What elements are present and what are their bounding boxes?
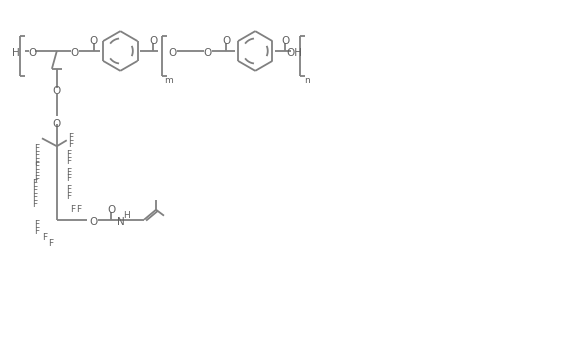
Text: F: F (34, 151, 39, 159)
Text: F: F (66, 192, 71, 201)
Text: F: F (68, 140, 73, 149)
Text: F: F (33, 200, 38, 209)
Text: H: H (123, 211, 130, 220)
Text: O: O (169, 48, 177, 58)
Text: n: n (304, 76, 309, 85)
Text: F: F (66, 185, 71, 194)
Text: O: O (71, 48, 79, 58)
Text: F: F (34, 169, 39, 178)
Text: O: O (281, 36, 289, 46)
Text: O: O (53, 86, 61, 96)
Text: F: F (34, 158, 39, 166)
Text: F: F (34, 176, 39, 185)
Text: O: O (53, 119, 61, 129)
Text: F: F (42, 233, 47, 242)
Text: F: F (34, 144, 39, 153)
Text: OH: OH (286, 48, 302, 58)
Text: F: F (66, 150, 71, 159)
Text: F: F (49, 239, 54, 248)
Text: F: F (33, 179, 38, 188)
Text: F: F (76, 205, 81, 214)
Text: F: F (34, 227, 39, 236)
Text: N: N (118, 217, 125, 227)
Text: F: F (33, 193, 38, 202)
Text: F: F (68, 133, 73, 142)
Text: F: F (66, 168, 71, 177)
Text: O: O (149, 36, 157, 46)
Text: H: H (12, 48, 20, 58)
Text: F: F (66, 174, 71, 184)
Text: O: O (107, 205, 115, 215)
Text: F: F (34, 220, 39, 229)
Text: F: F (66, 157, 71, 166)
Text: O: O (90, 217, 98, 227)
Text: m: m (164, 76, 174, 85)
Text: O: O (222, 36, 231, 46)
Text: F: F (34, 162, 39, 171)
Text: O: O (28, 48, 36, 58)
Text: O: O (203, 48, 212, 58)
Text: F: F (33, 186, 38, 195)
Text: F: F (70, 205, 75, 214)
Text: O: O (90, 36, 98, 46)
